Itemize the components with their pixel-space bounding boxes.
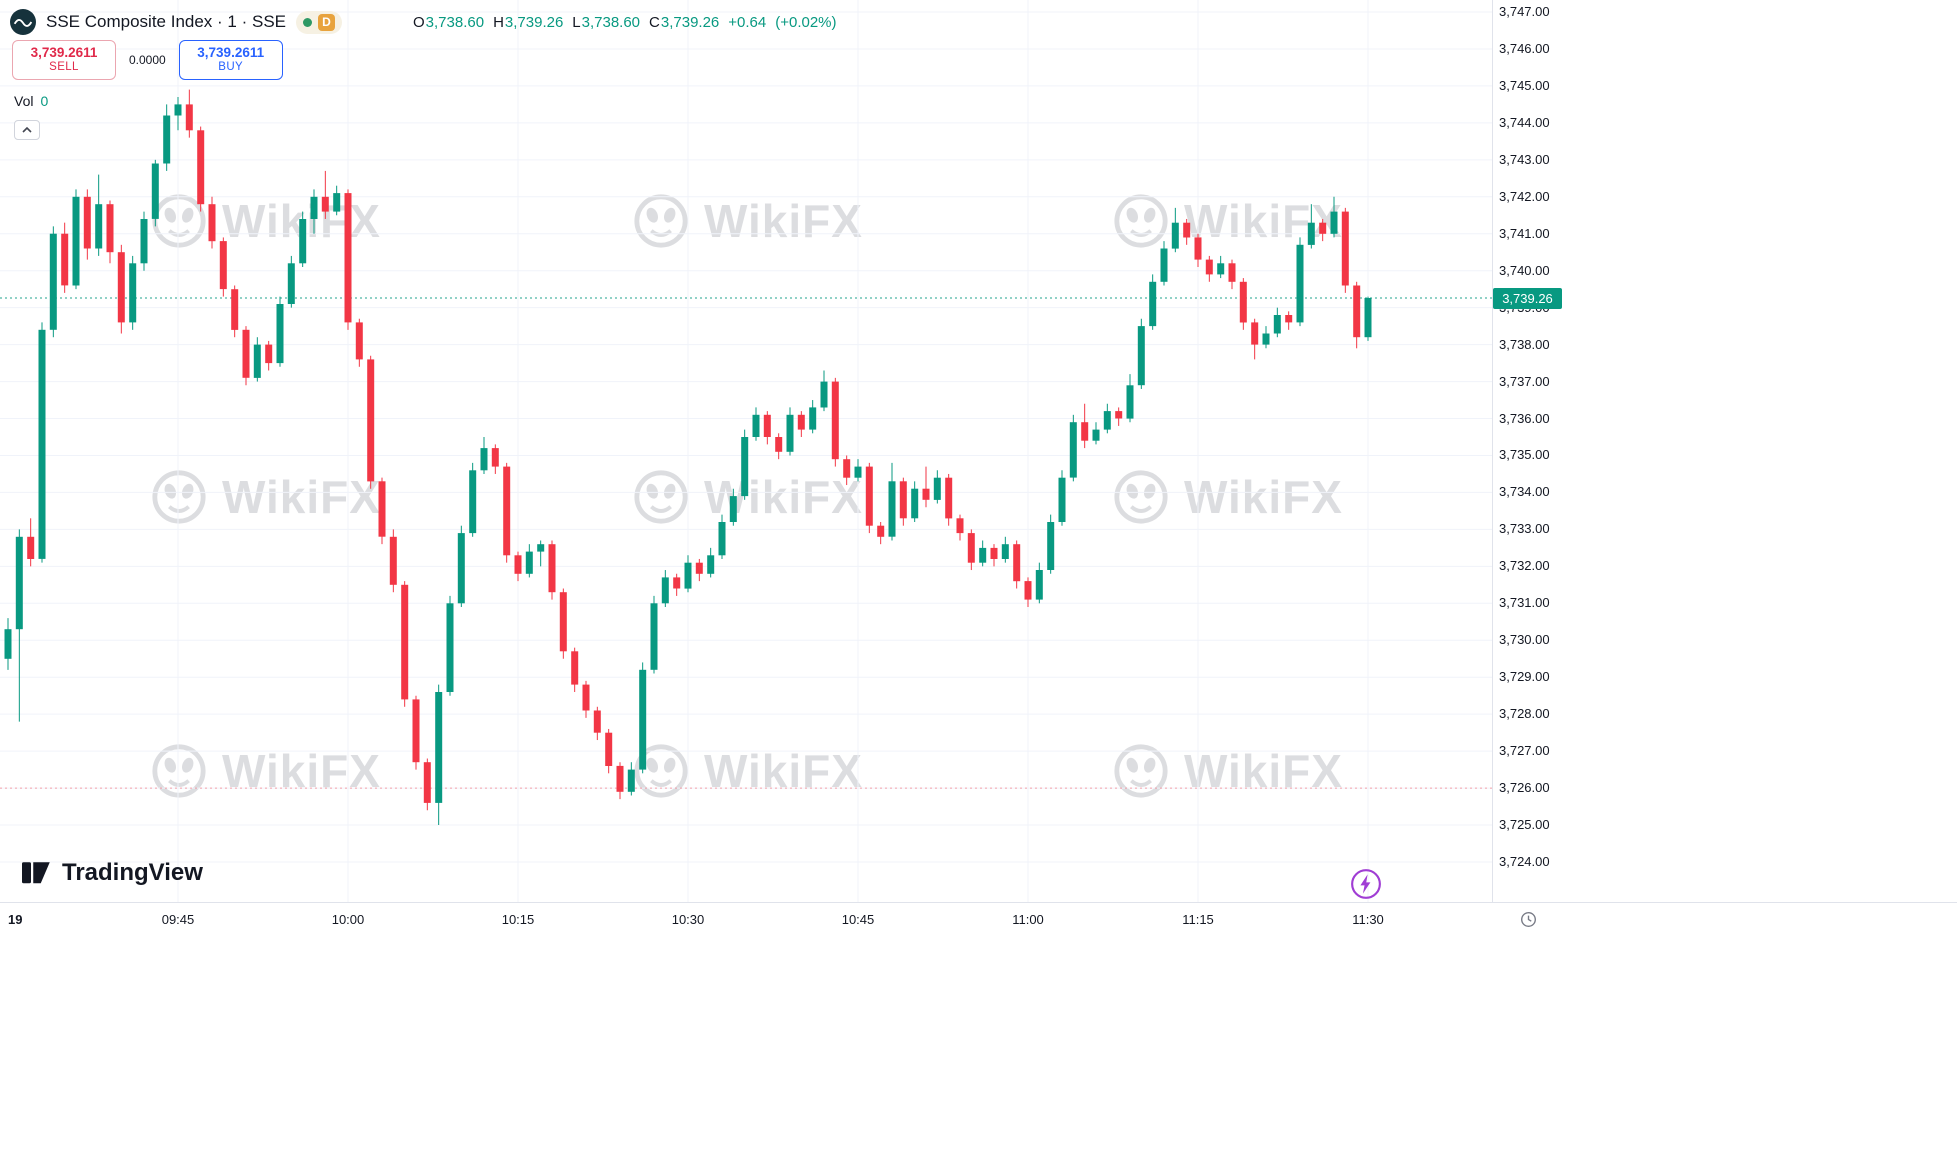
time-axis-label: 11:15 (1182, 912, 1214, 927)
price-axis-label: 3,738.00 (1499, 336, 1550, 352)
buy-price: 3,739.2611 (197, 45, 265, 60)
market-open-dot-icon (303, 17, 312, 27)
chevron-up-icon (21, 126, 33, 134)
price-axis-label: 3,745.00 (1499, 77, 1550, 93)
time-axis-label: 09:45 (161, 912, 195, 927)
price-axis-label: 3,731.00 (1499, 595, 1550, 611)
price-axis-label: 3,732.00 (1499, 558, 1550, 574)
market-status-pill: D (296, 10, 342, 34)
buy-label: BUY (218, 61, 244, 74)
chart-plot-area[interactable]: WikiFX WikiFX WikiFX WikiFX WikiFX WikiFX Wiki… (0, 0, 1492, 902)
ohlc-low-value: 3,738.60 (581, 13, 641, 31)
price-axis[interactable]: 3,739.26 3,747.00 3,746.00 3,745.00 3,744.0… (1492, 0, 1957, 902)
price-axis-label: 3,733.00 (1499, 521, 1550, 537)
ohlc-high-label: H (493, 13, 504, 31)
ohlc-close-label: C (649, 13, 660, 31)
sell-label: SELL (49, 61, 79, 74)
sell-price: 3,739.2611 (30, 45, 98, 60)
volume-label: Vol (14, 93, 34, 109)
time-axis-label: 10:00 (331, 912, 365, 927)
tradingview-brand-text: TradingView (62, 859, 203, 886)
ohlc-open-value: 3,738.60 (425, 13, 485, 31)
price-axis-label: 3,747.00 (1499, 4, 1550, 19)
price-axis-label: 3,728.00 (1499, 706, 1550, 722)
time-axis-day-marker: 19 (8, 912, 23, 927)
time-axis[interactable]: 19 09:45 10:00 10:15 10:30 10:45 11:00 11:15 11:… (0, 902, 1957, 937)
price-axis-label: 3,736.00 (1499, 410, 1550, 426)
spread-value: 0.0000 (129, 53, 166, 67)
tradingview-logo-icon (22, 861, 52, 885)
trade-panel: 3,739.2611 SELL 0.0000 3,739.2611 BUY (12, 40, 283, 80)
ohlc-readout: O 3,738.60 H 3,739.26 L 3,738.60 C 3,739.26 … (404, 14, 837, 31)
time-axis-label: 11:30 (1352, 912, 1384, 927)
price-axis-label: 3,741.00 (1499, 225, 1550, 241)
current-price-tag: 3,739.26 (1493, 287, 1562, 309)
volume-value: 0 (40, 93, 49, 109)
collapse-panel-button[interactable] (14, 120, 40, 140)
ohlc-close-value: 3,739.26 (660, 13, 720, 31)
lightning-icon (1350, 868, 1382, 900)
tradingview-attribution[interactable]: TradingView (22, 859, 203, 887)
candlestick-chart (0, 0, 1492, 902)
price-axis-label: 3,730.00 (1499, 632, 1550, 648)
change-value: +0.64 (728, 13, 767, 31)
ohlc-high-value: 3,739.26 (504, 13, 564, 31)
timezone-clock-icon[interactable] (1520, 911, 1537, 933)
time-axis-label: 11:00 (1012, 912, 1044, 927)
price-axis-label: 3,743.00 (1499, 151, 1550, 167)
price-axis-label: 3,735.00 (1499, 447, 1550, 463)
symbol-title[interactable]: SSE Composite Index · 1 · SSE (46, 12, 286, 31)
price-axis-label: 3,734.00 (1499, 484, 1550, 500)
price-axis-label: 3,726.00 (1499, 780, 1550, 796)
volume-readout: Vol 0 (14, 93, 48, 109)
quick-trade-lightning-button[interactable] (1350, 868, 1382, 900)
price-axis-label: 3,724.00 (1499, 854, 1550, 869)
chart-legend: SSE Composite Index · 1 · SSE D O 3,738.6… (10, 8, 837, 36)
ohlc-low-label: L (572, 13, 581, 31)
sell-button[interactable]: 3,739.2611 SELL (12, 40, 116, 80)
price-axis-label: 3,742.00 (1499, 188, 1550, 204)
price-axis-label: 3,746.00 (1499, 40, 1550, 56)
time-axis-label: 10:30 (671, 912, 705, 927)
price-axis-label: 3,744.00 (1499, 114, 1550, 130)
price-axis-label: 3,727.00 (1499, 743, 1550, 759)
price-axis-label: 3,729.00 (1499, 669, 1550, 685)
time-axis-label: 10:45 (841, 912, 875, 927)
price-axis-label: 3,737.00 (1499, 373, 1550, 389)
price-axis-label: 3,740.00 (1499, 262, 1550, 278)
price-axis-label: 3,725.00 (1499, 817, 1550, 833)
delayed-data-badge: D (318, 13, 335, 31)
ohlc-open-label: O (413, 13, 425, 31)
buy-button[interactable]: 3,739.2611 BUY (178, 40, 283, 80)
change-percent: (+0.02%) (775, 13, 837, 31)
time-axis-label: 10:15 (501, 912, 535, 927)
instrument-logo-icon (10, 9, 36, 35)
